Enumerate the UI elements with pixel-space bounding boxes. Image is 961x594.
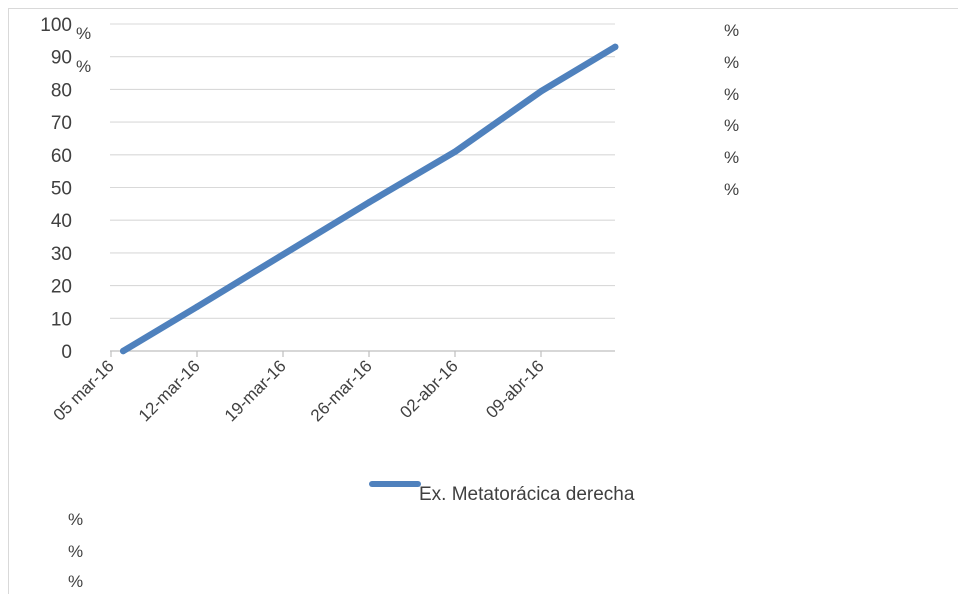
y-axis-tick-labels: 0 10 20 30 40 50 60 70 80 90 100 [40,15,72,363]
y-tick-label: 0 [61,342,72,363]
bottom-left-percent-mark: % [68,510,84,529]
right-percent-mark: % [724,148,740,167]
y-tick-label: 20 [51,277,72,298]
y-tick-label: 50 [51,179,72,200]
chart-frame-left-border [8,8,9,594]
y-tick-suffix-100: % [76,24,92,43]
series-layer [119,43,619,355]
gridlines [110,23,615,357]
right-percent-mark: % [724,116,740,135]
y-tick-label: 80 [51,80,72,101]
right-percent-mark: % [724,85,740,104]
bottom-left-percent-mark: % [68,572,84,591]
data-point [452,148,459,155]
data-point [120,347,127,355]
y-tick-label: 30 [51,244,72,265]
y-tick-label: 100 [40,15,72,36]
y-tick-label: 70 [51,113,72,134]
y-tick-label: 60 [51,146,72,167]
legend-label-ex-metatoracica-derecha: Ex. Metatorácica derecha [419,484,635,505]
x-tick-label: 19-mar-16 [221,356,290,425]
x-tick-label: 09-abr-16 [482,356,548,422]
data-point [193,303,201,311]
x-tick-label: 02-abr-16 [396,356,462,422]
y-tick-label: 40 [51,211,72,232]
legend: Ex. Metatorácica derecha [369,481,635,505]
data-point [538,87,545,95]
data-point [366,199,373,206]
right-percent-mark: % [724,53,740,72]
chart-frame-top-border [8,8,958,9]
y-tick-label: 90 [51,48,72,69]
data-point [279,251,287,258]
y-tick-suffix-90: % [76,57,92,76]
x-tick-label: 12-mar-16 [135,356,204,425]
x-tick-label: 26-mar-16 [307,356,376,425]
x-axis-tick-labels: 05 mar-16 12-mar-16 19-mar-16 26-mar-16 02-a… [50,356,548,425]
right-percent-mark: % [724,180,740,199]
right-percent-mark: % [724,21,740,40]
data-point [612,43,619,51]
y-tick-label: 10 [51,309,72,330]
x-tick-label: 05 mar-16 [50,356,118,424]
bottom-left-percent-mark: % [68,542,84,561]
